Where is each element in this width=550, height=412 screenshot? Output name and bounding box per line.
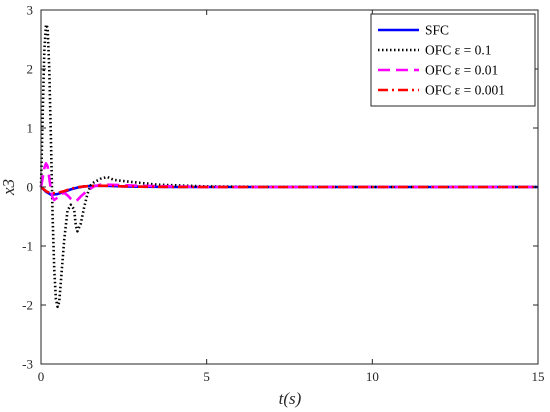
axes-layer: 0 5 10 15 -3 -2 -1 0 1 2 3 (22, 3, 544, 385)
series-line-1 (39, 23, 538, 309)
x-tick-label: 15 (532, 369, 545, 384)
y-tick-label: -3 (22, 357, 33, 372)
x-tick-label: 5 (203, 369, 210, 384)
legend-label-2: OFC ε = 0.01 (425, 63, 498, 78)
legend: SFC OFC ε = 0.1 OFC ε = 0.01 OFC ε = 0.001 (370, 13, 536, 107)
series-line-3 (40, 184, 538, 195)
y-tick-label: -2 (22, 298, 33, 313)
plot-frame (40, 9, 539, 365)
legend-label-3: OFC ε = 0.001 (425, 83, 505, 98)
x-tick-label: 10 (366, 369, 379, 384)
legend-label-1: OFC ε = 0.1 (425, 43, 492, 58)
y-tick-label: 3 (27, 3, 34, 18)
x-axis-label: t(s) (279, 389, 302, 408)
legend-label-0: SFC (425, 23, 449, 38)
y-tick-label: 1 (27, 121, 34, 136)
series-layer (39, 23, 538, 309)
y-tick-label: 0 (27, 180, 34, 195)
y-tick-label: -1 (22, 239, 33, 254)
y-axis-label: x3 (0, 179, 18, 196)
x-tick-label: 0 (38, 369, 45, 384)
y-tick-label: 2 (27, 62, 34, 77)
